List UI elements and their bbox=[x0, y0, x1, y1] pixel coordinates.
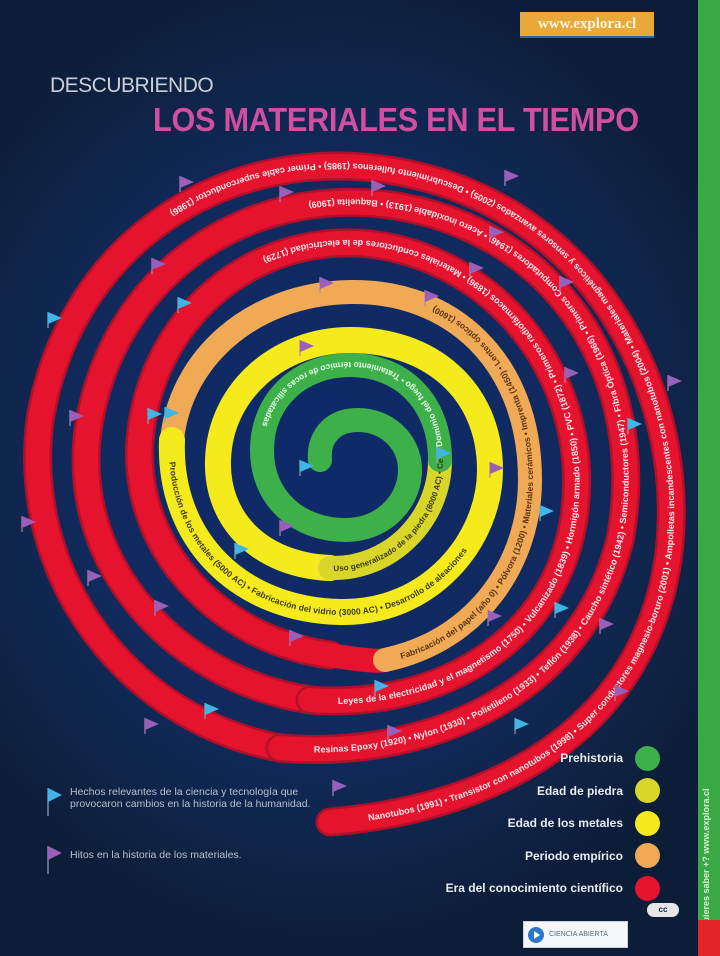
flag-science-icon bbox=[47, 312, 62, 328]
era-legend: Prehistoria Edad de piedra Edad de los m… bbox=[446, 742, 660, 905]
flag-material-icon bbox=[614, 685, 629, 701]
flag-material-icon bbox=[489, 462, 504, 478]
logo-text: CIENCIA ABIERTA bbox=[549, 930, 608, 938]
play-logo-icon bbox=[528, 926, 544, 943]
legend-era-periodo-empirico: Periodo empírico bbox=[446, 840, 660, 873]
era-label: Edad de piedra bbox=[536, 783, 623, 798]
legend-materials-text: Hitos en la historia de los materiales. bbox=[70, 849, 242, 861]
era-color-dot bbox=[635, 745, 660, 771]
flag-material-icon bbox=[599, 618, 614, 634]
legend-era-edad-metales: Edad de los metales bbox=[446, 807, 660, 840]
explora-url-badge[interactable]: www.explora.cl bbox=[520, 12, 654, 36]
side-strip-text[interactable]: ¿Quieres saber +? www.explora.cl bbox=[701, 788, 711, 935]
flag-material-icon bbox=[424, 290, 439, 306]
era-color-dot bbox=[635, 810, 660, 836]
legend-era-cientifico: Era del conocimiento científico bbox=[446, 872, 660, 905]
flag-science-icon bbox=[514, 718, 529, 734]
flag-material-icon bbox=[469, 262, 484, 278]
flag-science-icon bbox=[539, 505, 554, 521]
flag-science-icon bbox=[436, 447, 451, 463]
ciencia-abierta-logo[interactable]: CIENCIA ABIERTA bbox=[523, 921, 628, 948]
flag-material-icon bbox=[144, 718, 159, 734]
era-color-dot bbox=[635, 778, 660, 804]
flag-material-icon bbox=[559, 276, 574, 292]
flag-material-icon bbox=[319, 277, 334, 293]
flag-material-icon bbox=[371, 180, 386, 196]
flag-material-icon bbox=[179, 176, 194, 192]
poster-title: LOS MATERIALES EN EL TIEMPO bbox=[153, 101, 639, 138]
flag-science-icon bbox=[164, 407, 179, 423]
flag-material-icon bbox=[299, 340, 314, 356]
flag-material-icon bbox=[87, 570, 102, 586]
side-strip-red-block bbox=[698, 920, 720, 956]
flag-science-icon bbox=[299, 460, 314, 476]
material-flags bbox=[21, 170, 682, 796]
side-strip: ¿Quieres saber +? www.explora.cl bbox=[698, 0, 720, 956]
flag-material-icon bbox=[332, 780, 347, 796]
flag-material-icon bbox=[21, 516, 36, 532]
era-label: Era del conocimiento científico bbox=[445, 881, 623, 896]
flag-legend: Hechos relevantes de la ciencia y tecnol… bbox=[44, 786, 324, 902]
flag-material-icon bbox=[289, 630, 304, 646]
legend-era-edad-piedra: Edad de piedra bbox=[446, 775, 660, 808]
flag-science-icon bbox=[554, 602, 569, 618]
era-label: Periodo empírico bbox=[524, 848, 623, 863]
flag-material-icon bbox=[154, 600, 169, 616]
flag-science-icon bbox=[234, 543, 249, 559]
flag-science-icon bbox=[44, 786, 64, 816]
flag-material-icon bbox=[151, 258, 166, 274]
flag-material-icon bbox=[387, 725, 402, 741]
flag-science-icon bbox=[204, 703, 219, 719]
flag-material-icon bbox=[69, 410, 84, 426]
creative-commons-badge: cc bbox=[647, 903, 679, 917]
era-color-dot bbox=[635, 875, 660, 901]
flag-material-icon bbox=[279, 186, 294, 202]
science-flags bbox=[47, 297, 642, 734]
era-color-dot bbox=[635, 843, 660, 869]
flag-material-icon bbox=[487, 610, 502, 626]
flag-material-icon bbox=[504, 170, 519, 186]
flag-material-icon bbox=[667, 375, 682, 391]
flag-science-icon bbox=[177, 297, 192, 313]
era-label: Edad de los metales bbox=[507, 816, 623, 831]
poster-subtitle: DESCUBRIENDO bbox=[50, 74, 214, 97]
flag-material-icon bbox=[489, 226, 504, 242]
flag-material-icon bbox=[279, 520, 294, 536]
legend-materials-item: Hitos en la historia de los materiales. bbox=[44, 844, 324, 874]
flag-science-icon bbox=[147, 408, 162, 424]
era-label: Prehistoria bbox=[560, 751, 623, 766]
flag-science-icon bbox=[627, 418, 642, 434]
legend-era-prehistoria: Prehistoria bbox=[446, 742, 660, 775]
flag-material-icon bbox=[44, 844, 64, 874]
flag-science-icon bbox=[374, 680, 389, 696]
flag-material-icon bbox=[564, 367, 579, 383]
legend-science-text: Hechos relevantes de la ciencia y tecnol… bbox=[70, 786, 311, 810]
legend-science-item: Hechos relevantes de la ciencia y tecnol… bbox=[44, 786, 324, 816]
